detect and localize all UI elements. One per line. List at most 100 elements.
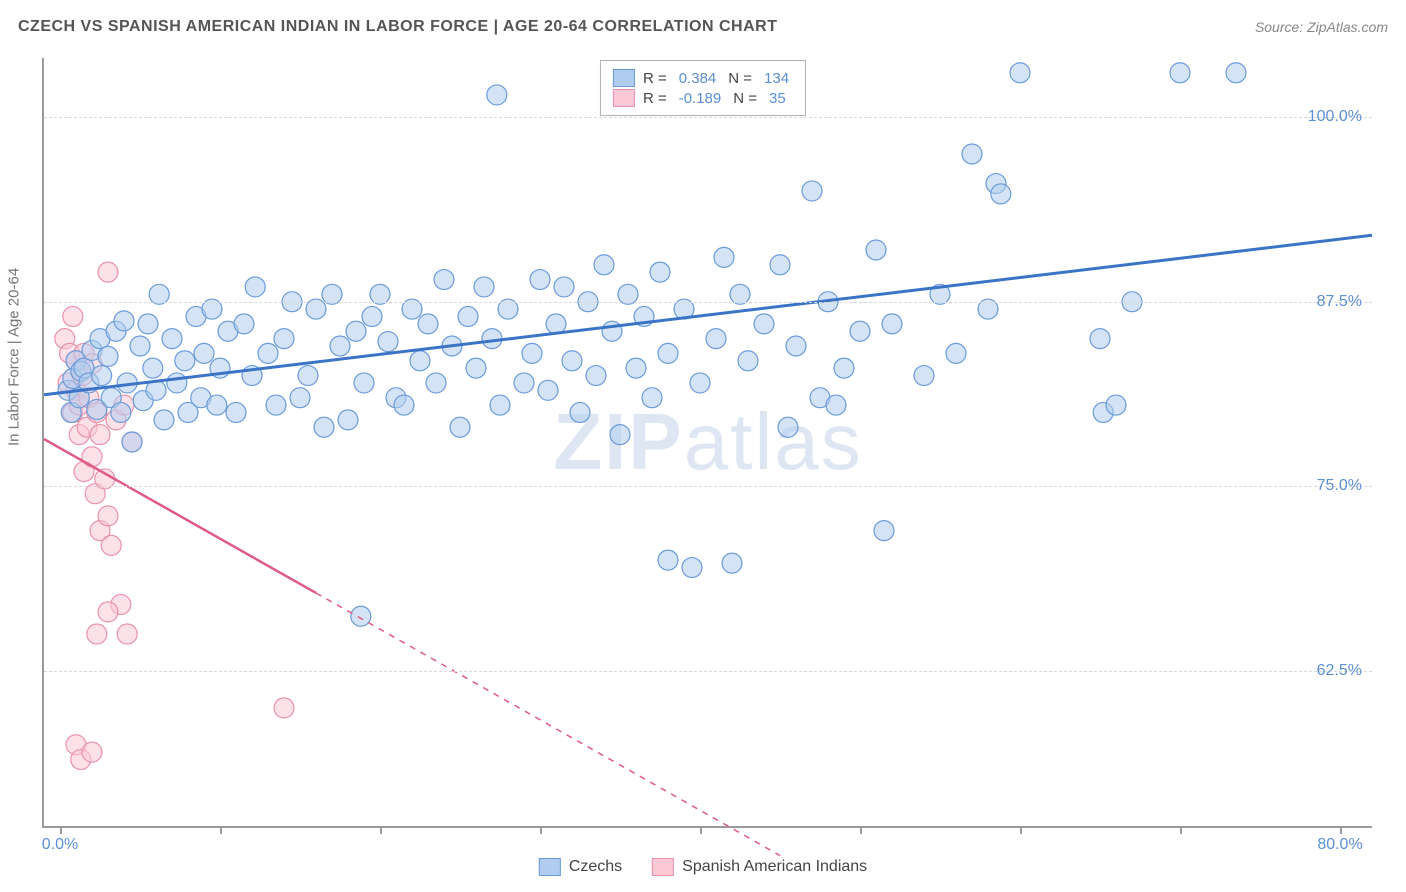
data-point [610, 425, 630, 445]
stats-legend: R = 0.384 N = 134 R = -0.189 N = 35 [600, 60, 806, 116]
data-point [410, 351, 430, 371]
swatch-blue [613, 69, 635, 87]
data-point [1106, 395, 1126, 415]
gridline-h [44, 117, 1372, 118]
y-tick-label: 100.0% [1308, 108, 1362, 126]
y-tick-label: 75.0% [1317, 477, 1362, 495]
y-axis-title: In Labor Force | Age 20-64 [6, 268, 23, 446]
x-tick-label: 80.0% [1317, 836, 1362, 854]
x-tick [220, 826, 222, 834]
data-point [87, 624, 107, 644]
data-point [658, 550, 678, 570]
data-point [167, 373, 187, 393]
data-point [90, 425, 110, 445]
data-point [138, 314, 158, 334]
data-point [63, 306, 83, 326]
x-tick [60, 826, 62, 834]
data-point [962, 144, 982, 164]
data-point [466, 358, 486, 378]
x-tick [700, 826, 702, 834]
gridline-h [44, 671, 1372, 672]
data-point [650, 262, 670, 282]
data-point [490, 395, 510, 415]
x-tick-label: 0.0% [42, 836, 78, 854]
data-point [474, 277, 494, 297]
chart-svg [44, 58, 1372, 826]
y-tick-label: 62.5% [1317, 662, 1362, 680]
trend-line [44, 439, 316, 593]
data-point [1090, 329, 1110, 349]
stat-blue-n: 134 [764, 70, 789, 87]
stat-label-r: R = [643, 90, 667, 107]
data-point [802, 181, 822, 201]
data-point [117, 624, 137, 644]
data-point [338, 410, 358, 430]
legend-label-blue: Czechs [569, 858, 622, 876]
data-point [770, 255, 790, 275]
data-point [594, 255, 614, 275]
trend-line [316, 593, 780, 856]
data-point [714, 247, 734, 267]
data-point [514, 373, 534, 393]
data-point [266, 395, 286, 415]
x-tick [1340, 826, 1342, 834]
data-point [626, 358, 646, 378]
data-point [434, 270, 454, 290]
x-tick [380, 826, 382, 834]
data-point [826, 395, 846, 415]
gridline-h [44, 302, 1372, 303]
data-point [98, 602, 118, 622]
series-legend: Czechs Spanish American Indians [539, 858, 867, 876]
data-point [274, 329, 294, 349]
data-point [682, 558, 702, 578]
data-point [786, 336, 806, 356]
data-point [554, 277, 574, 297]
data-point [738, 351, 758, 371]
data-point [522, 343, 542, 363]
data-point [690, 373, 710, 393]
data-point [351, 606, 371, 626]
data-point [658, 343, 678, 363]
data-point [487, 85, 507, 105]
data-point [298, 366, 318, 386]
data-point [850, 321, 870, 341]
legend-label-pink: Spanish American Indians [682, 858, 867, 876]
data-point [175, 351, 195, 371]
swatch-pink [652, 858, 674, 876]
data-point [234, 314, 254, 334]
data-point [778, 417, 798, 437]
data-point [834, 358, 854, 378]
data-point [111, 402, 131, 422]
legend-item-pink: Spanish American Indians [652, 858, 867, 876]
stats-row-blue: R = 0.384 N = 134 [613, 69, 793, 87]
data-point [354, 373, 374, 393]
data-point [143, 358, 163, 378]
data-point [378, 332, 398, 352]
stat-pink-r: -0.189 [679, 90, 722, 107]
chart-title: CZECH VS SPANISH AMERICAN INDIAN IN LABO… [18, 18, 777, 36]
data-point [946, 343, 966, 363]
data-point [570, 402, 590, 422]
data-point [458, 306, 478, 326]
chart-header: CZECH VS SPANISH AMERICAN INDIAN IN LABO… [18, 18, 1388, 36]
data-point [82, 447, 102, 467]
data-point [346, 321, 366, 341]
gridline-h [44, 486, 1372, 487]
data-point [362, 306, 382, 326]
data-point [722, 553, 742, 573]
y-tick-label: 87.5% [1317, 293, 1362, 311]
data-point [314, 417, 334, 437]
data-point [874, 521, 894, 541]
data-point [914, 366, 934, 386]
x-tick [1020, 826, 1022, 834]
data-point [562, 351, 582, 371]
chart-source: Source: ZipAtlas.com [1255, 19, 1388, 35]
x-tick [1180, 826, 1182, 834]
stats-row-pink: R = -0.189 N = 35 [613, 89, 793, 107]
data-point [226, 402, 246, 422]
data-point [538, 380, 558, 400]
data-point [98, 262, 118, 282]
data-point [122, 432, 142, 452]
data-point [546, 314, 566, 334]
data-point [866, 240, 886, 260]
